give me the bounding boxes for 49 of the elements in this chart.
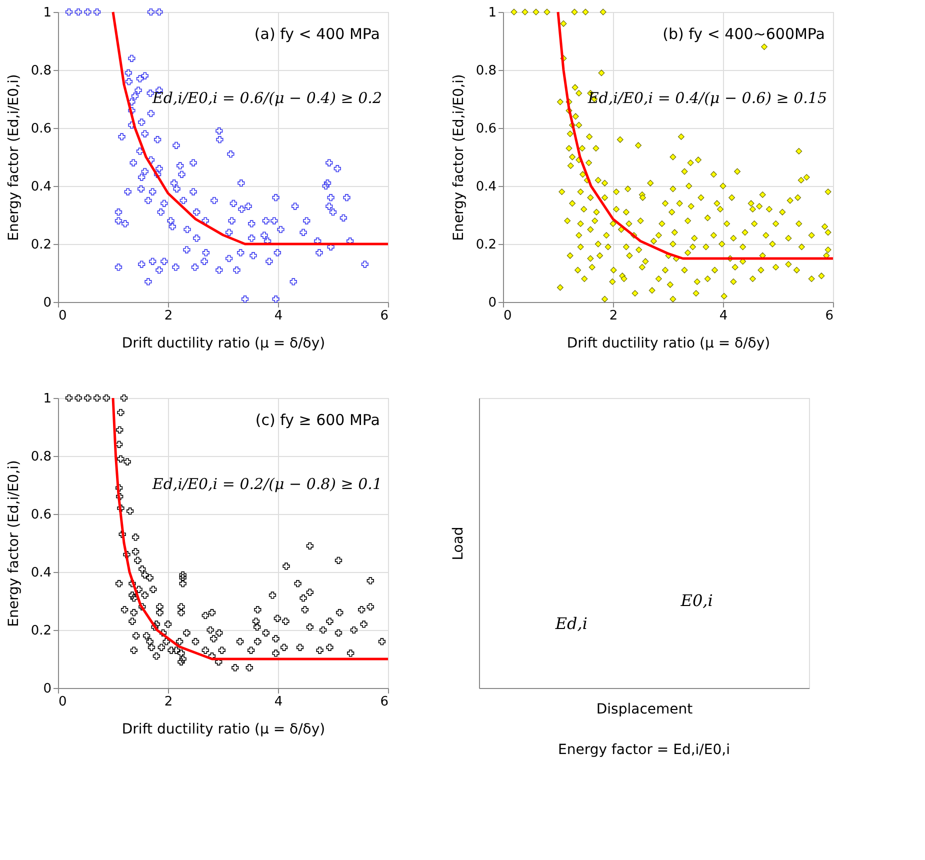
x-tick-label: 4 — [274, 694, 283, 710]
text: Ed,i — [554, 614, 588, 634]
x-tick-label: 0 — [504, 308, 512, 324]
x-tick-label: 2 — [164, 308, 173, 324]
annotation: (c) fy ≥ 600 MPa — [255, 411, 380, 429]
annotation: (b) fy < 400~600MPa — [662, 25, 825, 43]
x-tick-label: 6 — [380, 694, 388, 710]
x-axis-title: Drift ductility ratio (μ = δ/δy) — [122, 336, 326, 352]
x-tick-label: 4 — [274, 308, 283, 324]
y-tick-label: 0.4 — [30, 180, 52, 194]
y-tick-label: 0.6 — [476, 122, 496, 136]
y-axis-title: Energy factor (Ed,i/E0,i) — [450, 74, 467, 241]
text: E0,i — [680, 591, 713, 610]
y-tick-label: 0.6 — [30, 122, 52, 136]
x-tick-label: 6 — [380, 308, 388, 324]
line-series — [112, 10, 390, 246]
y-tick-label: 0.2 — [30, 624, 52, 638]
y-tick-label: 1 — [43, 6, 52, 20]
y-tick-label: 0.4 — [476, 180, 496, 194]
x-tick-label: 6 — [825, 308, 834, 324]
y-axis-title: Energy factor (Ed,i/E0,i) — [6, 460, 22, 627]
text: Load — [450, 526, 466, 560]
y-tick-label: 0.8 — [476, 64, 496, 78]
line-series — [112, 396, 390, 660]
y-tick-label: 0 — [488, 296, 496, 310]
line-series — [556, 10, 834, 260]
x-tick-label: 0 — [58, 694, 67, 710]
text: Displacement — [596, 702, 694, 718]
x-tick-label: 2 — [164, 694, 173, 710]
y-tick-label: 1 — [488, 6, 496, 20]
y-tick-label: 0.8 — [30, 450, 52, 464]
y-tick-label: 0.4 — [30, 566, 52, 580]
y-tick-label: 1 — [43, 392, 52, 406]
y-tick-label: 0.8 — [30, 64, 52, 78]
x-tick-label: 4 — [719, 308, 728, 324]
x-tick-label: 0 — [58, 308, 67, 324]
x-tick-label: 2 — [609, 308, 618, 324]
y-tick-label: 0 — [43, 682, 52, 696]
x-axis-title: Drift ductility ratio (μ = δ/δy) — [566, 336, 770, 352]
y-axis-title: Energy factor (Ed,i/E0,i) — [6, 74, 22, 241]
y-tick-label: 0 — [43, 296, 52, 310]
x-axis-title: Drift ductility ratio (μ = δ/δy) — [122, 722, 326, 738]
y-tick-label: 0.2 — [476, 238, 496, 252]
y-tick-label: 0.6 — [30, 508, 52, 522]
annotation: Ed,i/E0,i = 0.6/(μ − 0.4) ≥ 0.2 — [151, 89, 382, 107]
annotation: Ed,i/E0,i = 0.2/(μ − 0.8) ≥ 0.1 — [151, 475, 382, 493]
text: Energy factor = Ed,i/E0,i — [558, 742, 730, 758]
y-tick-label: 0.2 — [30, 238, 52, 252]
annotation: (a) fy < 400 MPa — [254, 25, 380, 43]
